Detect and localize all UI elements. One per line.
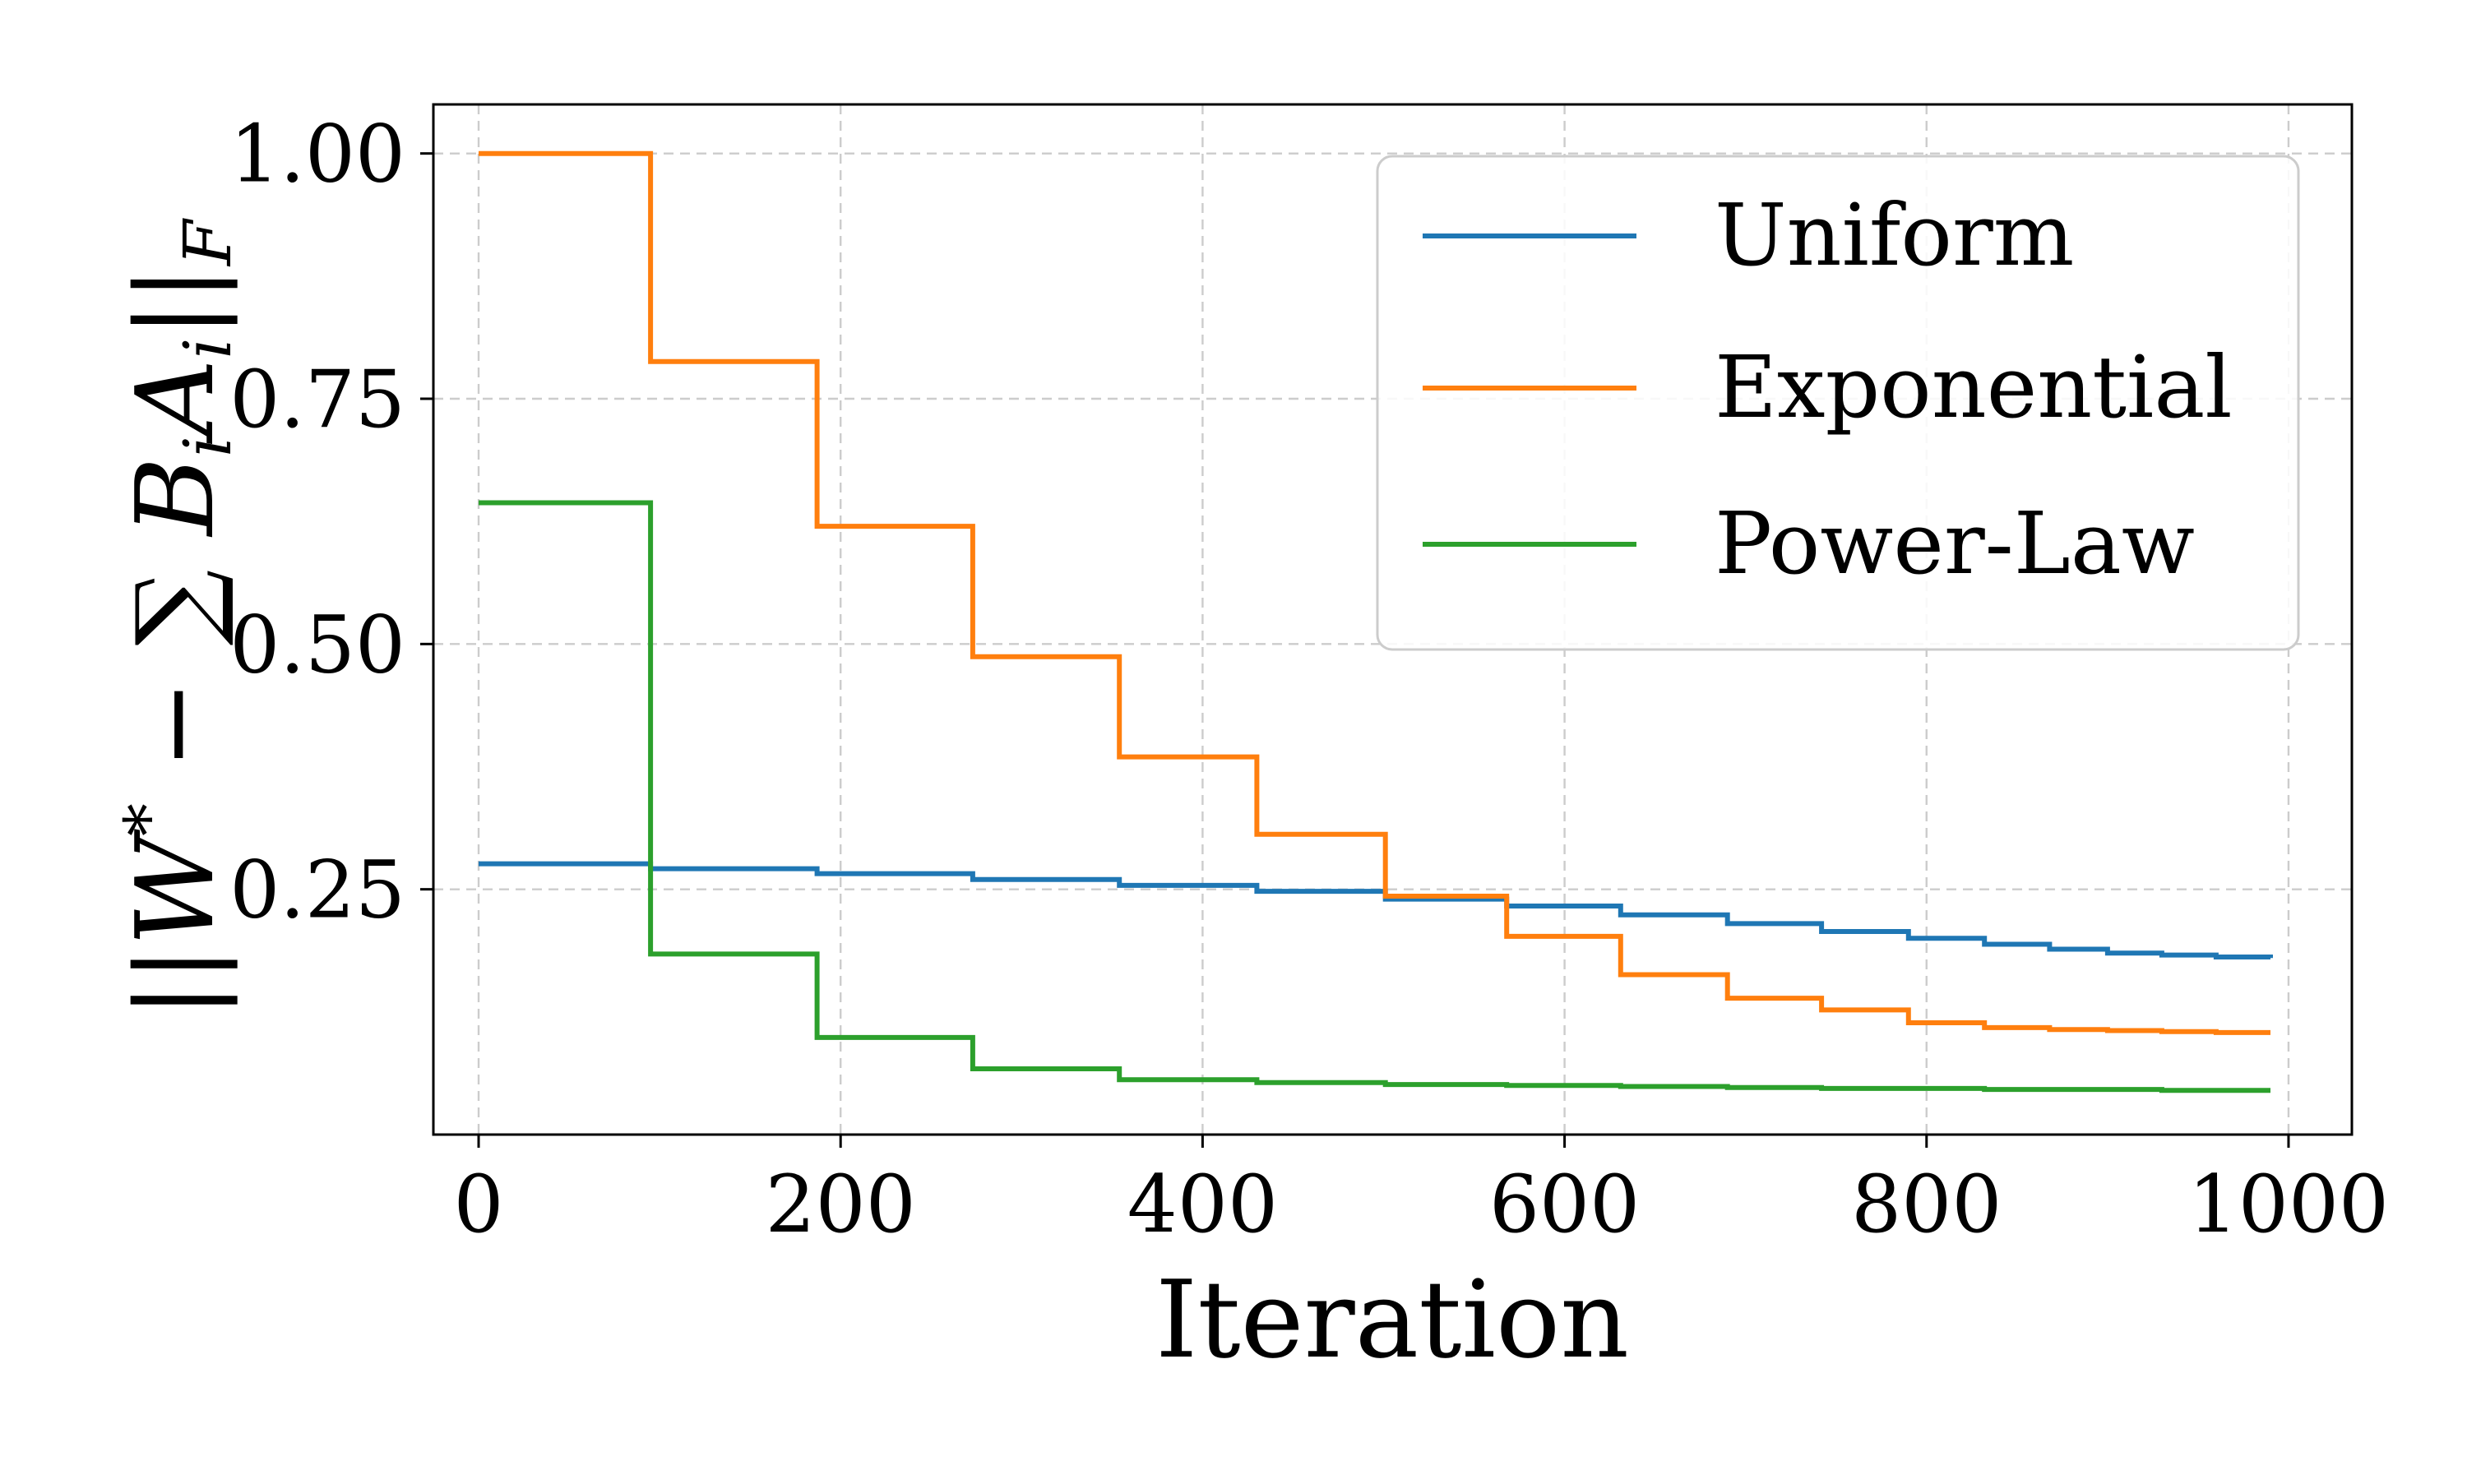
series-line-exponential (479, 150, 2270, 1035)
legend: Uniform Exponential Power-Law (1376, 155, 2300, 651)
y-title-norm-open: || (113, 946, 238, 1019)
y-title-star: * (110, 803, 187, 836)
x-tick-label: 400 (1127, 1158, 1278, 1251)
legend-entry-uniform: Uniform (1423, 185, 2074, 285)
legend-entry-exponential: Exponential (1423, 337, 2233, 437)
x-tick-label: 200 (766, 1158, 916, 1251)
y-title-w: W (113, 829, 238, 946)
x-tick-label: 0 (453, 1158, 503, 1251)
legend-label-power-law: Power-Law (1715, 493, 2195, 594)
y-title-a: A (113, 358, 238, 444)
legend-entry-power-law: Power-Law (1423, 493, 2195, 594)
y-axis-title: ||W* − ∑ BiAi||F (110, 218, 246, 1018)
y-tick-label: 0.75 (229, 354, 405, 446)
y-tick-label: 0.25 (229, 844, 405, 936)
x-axis-title: Iteration (1155, 1257, 1629, 1382)
legend-label-uniform: Uniform (1715, 185, 2074, 285)
legend-box (1376, 155, 2300, 651)
y-tick-label: 1.00 (229, 109, 405, 201)
y-title-sub-i1: i (169, 436, 246, 457)
y-title-sub-f: F (169, 218, 246, 267)
legend-label-exponential: Exponential (1715, 337, 2233, 437)
x-tick-label: 600 (1489, 1158, 1640, 1251)
y-title-b: B (113, 457, 238, 538)
x-tick-label: 800 (1851, 1158, 2002, 1251)
series-line-power-law (479, 500, 2270, 1093)
series-line-uniform (479, 861, 2273, 959)
y-title-minus-sum: − ∑ (113, 535, 238, 803)
x-tick-label: 1000 (2188, 1158, 2389, 1251)
y-title-norm-close: || (113, 266, 238, 338)
y-axis: 0.25 0.50 0.75 1.00 (229, 109, 433, 936)
x-axis: 0 200 400 600 800 1000 (453, 1135, 2389, 1251)
y-tick-label: 0.50 (229, 599, 405, 691)
series-group (479, 150, 2273, 1093)
y-title-sub-i2: i (169, 338, 246, 359)
plot-frame (432, 103, 2354, 1136)
